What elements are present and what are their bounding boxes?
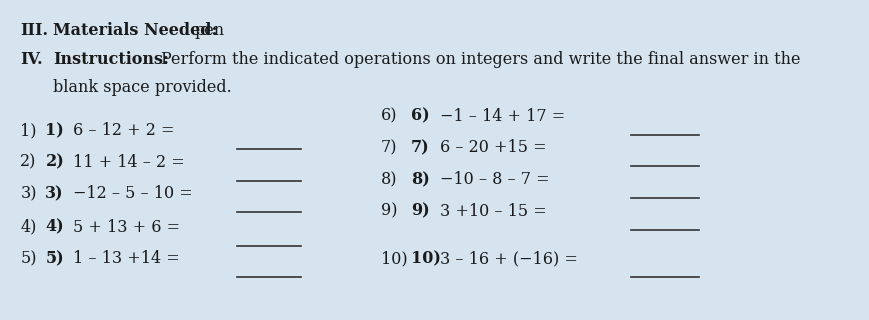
- Text: −1 – 14 + 17 =: −1 – 14 + 17 =: [440, 108, 565, 125]
- Text: 8): 8): [381, 171, 397, 188]
- Text: 1): 1): [20, 122, 36, 139]
- Text: 1): 1): [45, 122, 64, 139]
- Text: 3): 3): [45, 185, 64, 202]
- Text: 7): 7): [381, 140, 397, 156]
- Text: 10): 10): [381, 251, 408, 268]
- Text: pen: pen: [195, 22, 225, 39]
- Text: 1 – 13 +14 =: 1 – 13 +14 =: [74, 251, 180, 268]
- Text: 3): 3): [20, 185, 36, 202]
- Text: 6): 6): [411, 108, 430, 125]
- Text: 7): 7): [411, 140, 430, 156]
- Text: 4): 4): [45, 219, 64, 236]
- Text: 3 – 16 + (−16) =: 3 – 16 + (−16) =: [440, 251, 578, 268]
- Text: 6): 6): [381, 108, 397, 125]
- Text: 10): 10): [411, 251, 441, 268]
- Text: 11 + 14 – 2 =: 11 + 14 – 2 =: [74, 154, 185, 171]
- Text: Perform the indicated operations on integers and write the final answer in the: Perform the indicated operations on inte…: [161, 51, 800, 68]
- Text: 9): 9): [381, 203, 397, 220]
- Text: 9): 9): [411, 203, 430, 220]
- Text: −12 – 5 – 10 =: −12 – 5 – 10 =: [74, 185, 193, 202]
- Text: 2): 2): [45, 154, 64, 171]
- Text: 5): 5): [45, 251, 64, 268]
- Text: 2): 2): [20, 154, 36, 171]
- Text: III.: III.: [20, 22, 49, 39]
- Text: IV.: IV.: [20, 51, 43, 68]
- Text: blank space provided.: blank space provided.: [53, 79, 232, 96]
- Text: Instructions:: Instructions:: [53, 51, 169, 68]
- Text: 8): 8): [411, 171, 430, 188]
- Text: −10 – 8 – 7 =: −10 – 8 – 7 =: [440, 171, 549, 188]
- Text: 3 +10 – 15 =: 3 +10 – 15 =: [440, 203, 547, 220]
- Text: 5): 5): [20, 251, 36, 268]
- Text: 6 – 20 +15 =: 6 – 20 +15 =: [440, 140, 547, 156]
- Text: 4): 4): [20, 219, 36, 236]
- Text: 6 – 12 + 2 =: 6 – 12 + 2 =: [74, 122, 175, 139]
- Text: 5 + 13 + 6 =: 5 + 13 + 6 =: [74, 219, 181, 236]
- Text: Materials Needed:: Materials Needed:: [53, 22, 217, 39]
